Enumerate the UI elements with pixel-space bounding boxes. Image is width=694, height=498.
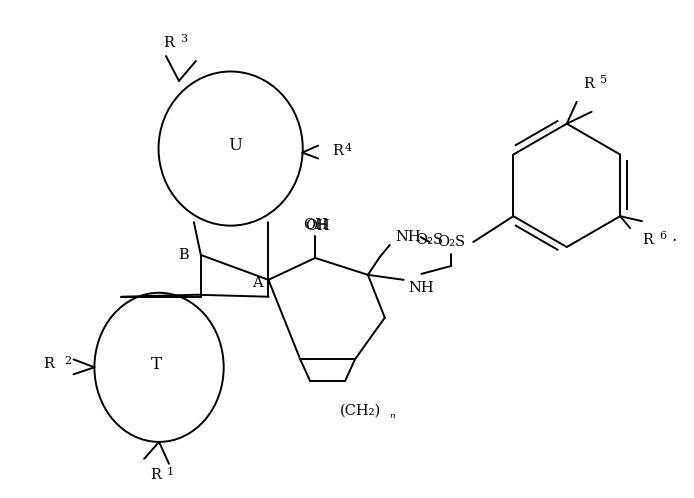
Text: 3: 3: [180, 34, 187, 44]
Text: OH: OH: [305, 219, 330, 233]
Text: T: T: [151, 356, 162, 373]
Text: 6: 6: [659, 231, 666, 241]
Text: B: B: [178, 248, 189, 262]
Text: R: R: [332, 143, 343, 157]
Text: O₂S: O₂S: [437, 235, 466, 249]
Text: R: R: [583, 77, 594, 91]
Text: 4: 4: [345, 142, 352, 152]
Text: A: A: [252, 276, 262, 290]
Text: NH: NH: [409, 281, 434, 295]
Text: 2: 2: [65, 357, 71, 367]
Text: OH: OH: [303, 218, 328, 232]
Text: (CH₂): (CH₂): [340, 404, 381, 418]
Text: 1: 1: [167, 467, 174, 477]
Text: NH: NH: [396, 230, 421, 244]
Text: O₂S: O₂S: [416, 233, 443, 247]
Text: R: R: [643, 233, 654, 247]
Text: U: U: [228, 137, 243, 154]
Text: R: R: [164, 36, 174, 50]
Text: 5: 5: [600, 75, 607, 85]
Text: ₙ: ₙ: [390, 407, 396, 421]
Text: .: .: [672, 228, 677, 245]
Text: R: R: [151, 468, 162, 482]
Text: R: R: [43, 358, 53, 372]
